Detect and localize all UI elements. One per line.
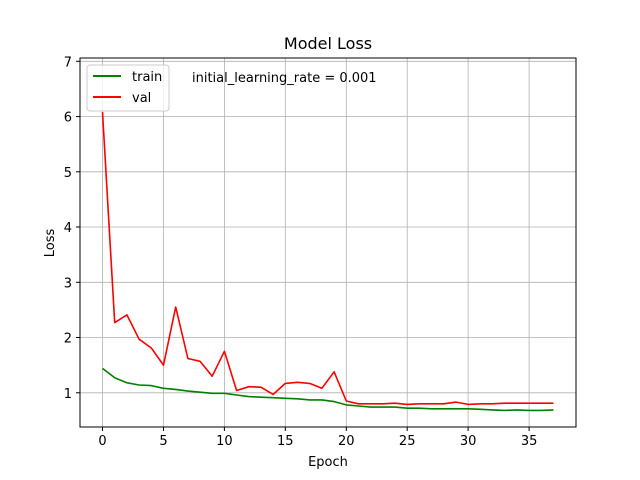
y-tick-label: 2	[64, 332, 72, 347]
x-tick-label: 30	[460, 434, 477, 449]
legend: train val	[86, 64, 170, 112]
legend-label-train: train	[132, 70, 162, 85]
x-tick-label: 15	[277, 434, 294, 449]
chart-title: Model Loss	[284, 34, 372, 53]
y-tick-label: 5	[64, 166, 72, 181]
learning-rate-annotation: initial_learning_rate = 0.001	[192, 71, 377, 86]
y-tick-label: 4	[64, 221, 72, 236]
x-tick-label: 20	[338, 434, 355, 449]
plot-frame	[79, 57, 577, 428]
x-tick-label: 35	[521, 434, 538, 449]
x-tick-label: 10	[216, 434, 233, 449]
x-tick-label: 0	[98, 434, 106, 449]
x-axis-label: Epoch	[308, 455, 348, 470]
series-line-val	[101, 112, 554, 406]
grid	[80, 58, 576, 427]
x-axis-ticks: 0 5 10 15 20 25 30 35	[98, 427, 537, 449]
y-tick-label: 3	[64, 276, 72, 291]
y-tick-label: 7	[64, 55, 72, 70]
y-axis-ticks: 1 2 3 4 5 6 7	[64, 55, 80, 402]
x-tick-label: 25	[399, 434, 416, 449]
series-line-train	[102, 367, 554, 412]
series-lines	[101, 112, 554, 412]
legend-label-val: val	[132, 91, 151, 106]
y-tick-label: 6	[64, 111, 72, 126]
y-axis-label: Loss	[43, 229, 58, 258]
x-tick-label: 5	[159, 434, 167, 449]
y-tick-label: 1	[64, 387, 72, 402]
